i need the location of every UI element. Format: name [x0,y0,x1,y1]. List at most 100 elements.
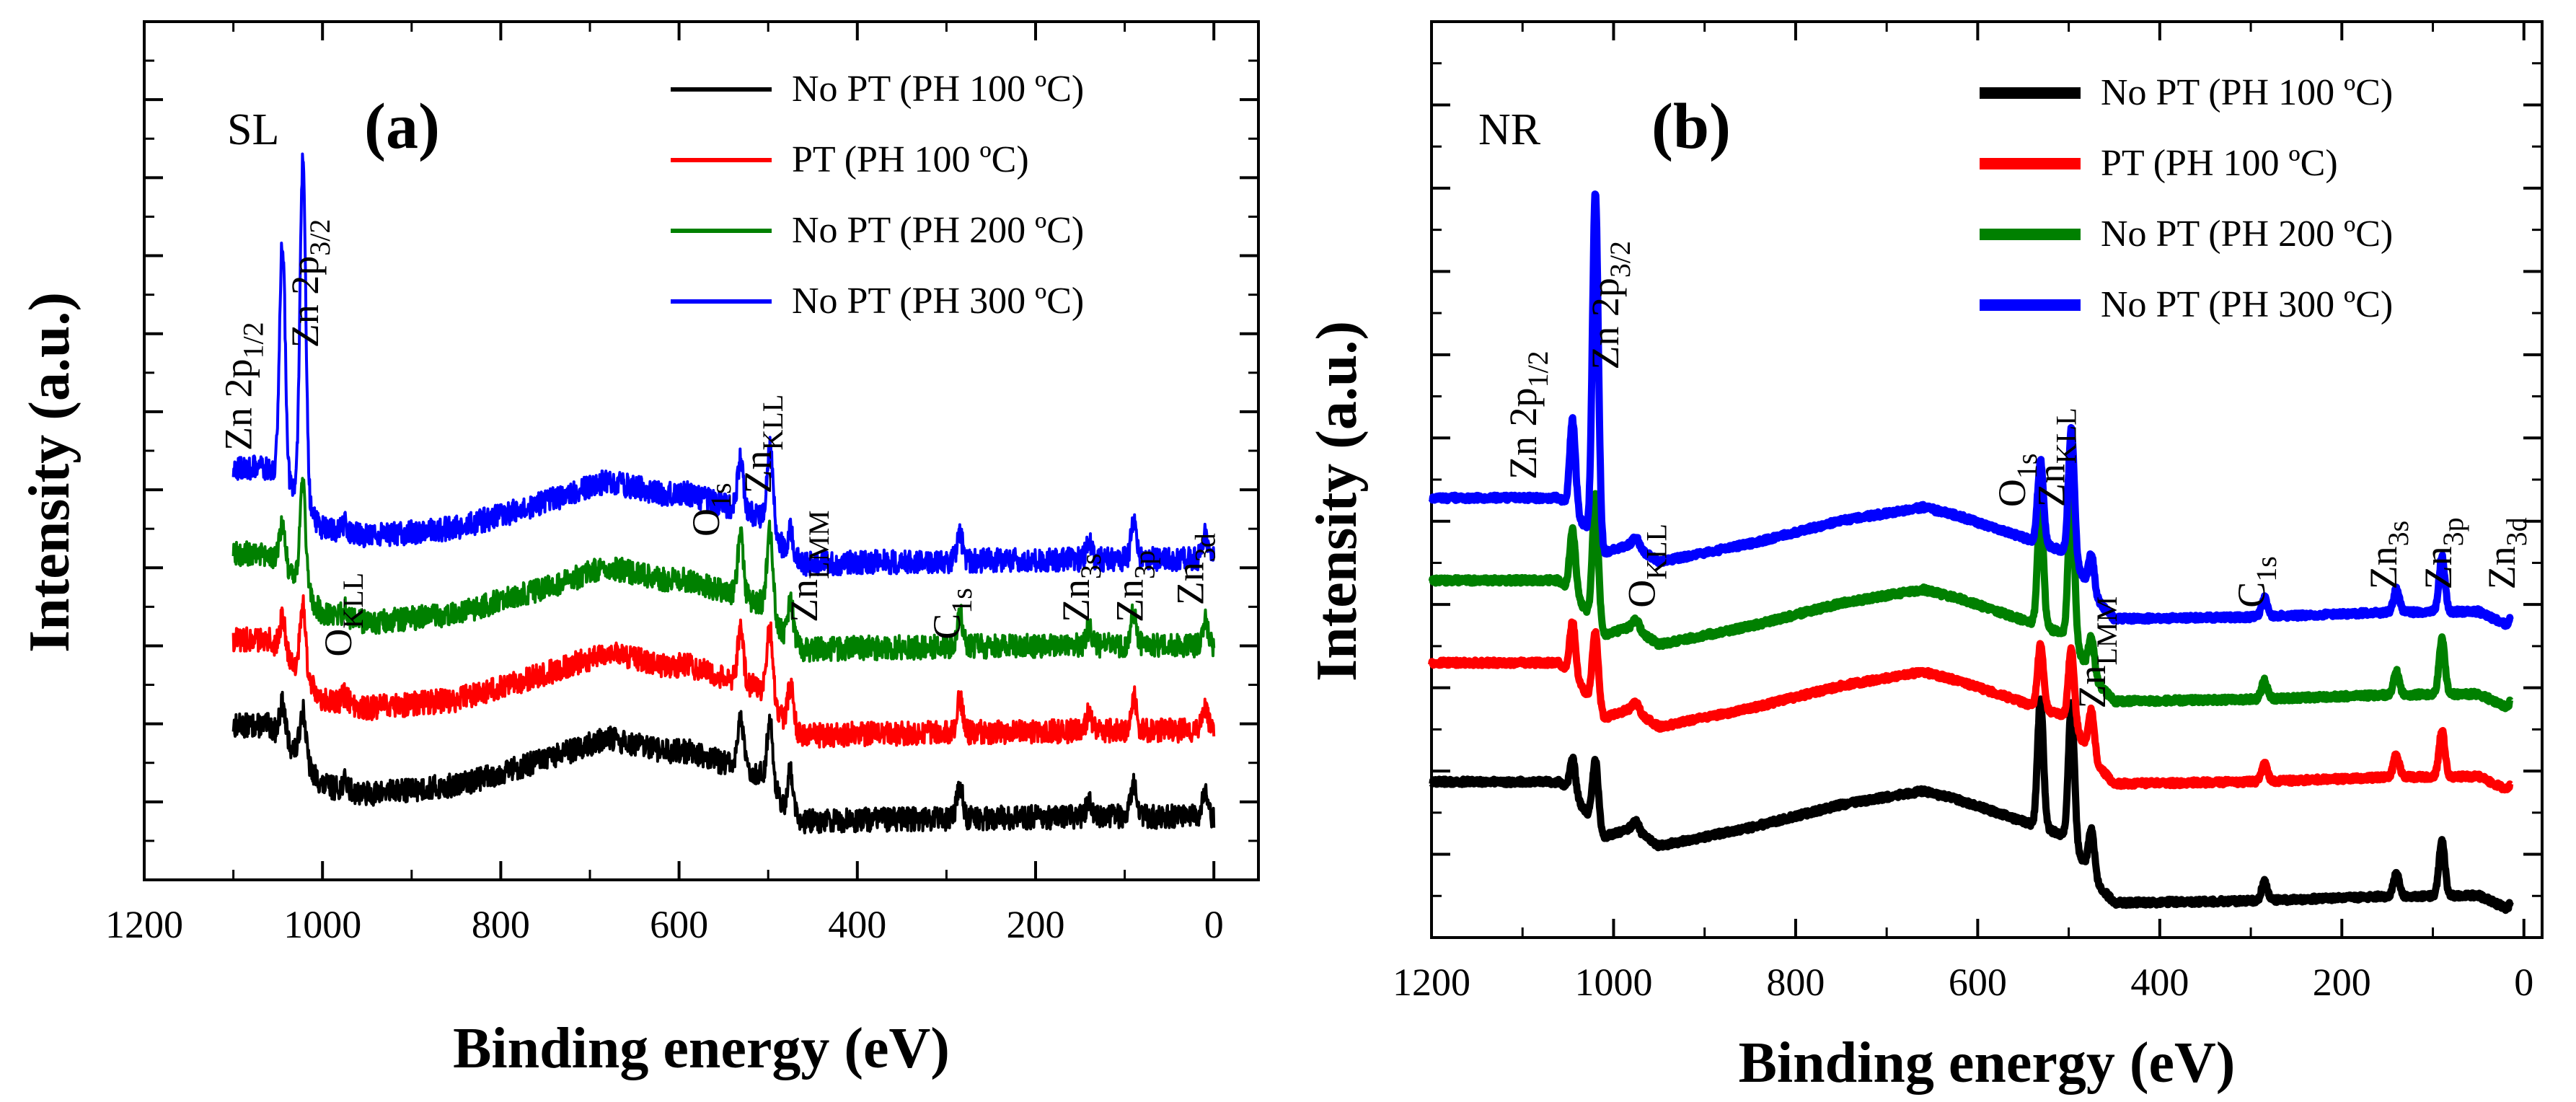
peak-label: Zn 2p3/2 [283,219,336,348]
sample-tag: NR [1478,105,1541,154]
peak-label: C1s [925,588,978,640]
x-tick-label: 0 [2514,961,2533,1004]
peak-label: Zn3d [2480,517,2533,589]
peak-label-base: Zn 2p [216,359,260,451]
peak-label-base: Zn [2417,546,2460,589]
peak-label-base: Zn 2p [1584,278,1627,370]
peak-label: ZnKLL [2029,407,2082,507]
peak-label: ZnLMM [2070,596,2123,709]
series-line [231,594,1216,749]
legend-label: No PT (PH 300 ºC) [2101,284,2393,325]
x-tick-label: 1000 [283,903,361,946]
peak-label-base: O [1620,580,1663,608]
peak-label-sub: 3p [2437,517,2469,546]
x-tick-label: 0 [1204,903,1224,946]
peak-label-sub: 3p [1128,550,1160,579]
peak-label-sub: 1s [705,482,737,508]
peak-label-base: Zn 2p [283,256,327,348]
peak-label-base: Zn [1054,579,1098,622]
peak-label: Zn 2p1/2 [216,322,269,451]
x-tick-label: 200 [1007,903,1065,946]
panel-tag: (a) [364,91,440,162]
series-line [1428,190,2514,630]
peak-label: ZnKLL [736,394,789,494]
peak-label-sub: 3s [1075,553,1107,579]
legend-label: PT (PH 100 ºC) [792,139,1029,180]
series-line [1428,480,2514,713]
peak-label-base: O [684,508,728,537]
legend-label: No PT (PH 100 ºC) [2101,72,2393,113]
x-axis-title: Binding energy (eV) [1739,1031,2236,1095]
panel-a: 1200 1000 800 600 400 200 0 Binding energy (eV)… [18,20,1260,1080]
peak-label-base: C [2230,582,2273,608]
peak-label-base: Zn [1108,579,1151,622]
panel-tag: (b) [1651,91,1731,162]
peak-label-base: Zn [2480,546,2523,589]
x-tick-label: 600 [650,903,708,946]
peak-label-sub: LMM [803,510,835,579]
y-axis-title: Intensity (a.u.) [1305,321,1369,682]
peak-label: OKLL [1620,524,1672,608]
peak-label-sub: 1/2 [1522,351,1554,387]
x-tick-label: 400 [2130,961,2189,1004]
series-line [231,690,1216,834]
peak-label: C1s [2230,556,2282,608]
panel-b: 1200 1000 800 600 400 200 0 Binding energy (eV)… [1305,20,2544,1095]
peak-label-sub: LMM [2091,596,2123,666]
peak-label-base: Zn [2362,546,2405,589]
x-axis-title: Binding energy (eV) [453,1017,950,1080]
x-tick-label: 400 [828,903,886,946]
peak-label-sub: 1s [945,588,978,614]
peak-label: Zn3s [2362,521,2414,590]
peak-label-sub: KLL [2050,407,2082,464]
series-line [231,477,1216,663]
peak-label: ZnLMM [782,510,835,622]
peak-label-sub: 3d [2500,517,2533,546]
peak-label-base: Zn [736,451,780,494]
peak-label-sub: 3/2 [1604,241,1636,278]
x-tick-label: 600 [1949,961,2007,1004]
peak-label-base: Zn [2070,666,2114,709]
peak-label-sub: 3/2 [304,219,336,256]
peak-label: O1s [684,482,737,537]
peak-label-base: C [925,614,969,640]
sample-tag: SL [227,105,279,154]
legend-label: PT (PH 100 ºC) [2101,143,2338,184]
peak-label-sub: KLL [337,573,369,629]
x-tick-label: 1000 [1574,961,1652,1004]
peak-label-base: Zn [782,579,826,622]
x-tick-label: 800 [1766,961,1825,1004]
x-tick-label: 800 [472,903,530,946]
peak-label-sub: 1s [2011,454,2043,480]
peak-label-base: O [1990,479,2034,507]
x-tick-label: 1200 [1393,961,1470,1004]
y-axis-title: Intensity (a.u.) [18,292,81,653]
legend-label: No PT (PH 300 ºC) [792,281,1084,322]
x-tick-label: 200 [2313,961,2371,1004]
peak-label: Zn3s [1054,553,1107,622]
peak-label: Zn3d [1168,533,1221,605]
series-line [231,152,1216,577]
peak-label: Zn3p [2417,517,2469,589]
peak-label-sub: 1/2 [237,322,269,358]
peak-label-sub: 1s [2250,556,2282,582]
legend-label: No PT (PH 100 ºC) [792,69,1084,110]
peak-label-sub: 3d [1188,533,1221,562]
legend-label: No PT (PH 200 ºC) [2101,213,2393,255]
series-line [1428,618,2514,794]
peak-label: OKLL [317,573,369,657]
peak-label-base: Zn [1168,562,1212,605]
peak-label-base: Zn [2029,464,2073,507]
legend-label: No PT (PH 200 ºC) [792,210,1084,251]
series-line [1428,695,2514,914]
peak-label-sub: KLL [757,394,789,451]
x-tick-label: 1200 [105,903,183,946]
peak-label: O1s [1990,454,2043,508]
peak-label-base: Zn 2p [1501,388,1545,480]
peak-label: Zn3p [1108,550,1160,622]
peak-label-base: O [317,629,360,657]
peak-label-sub: KLL [1640,524,1672,580]
peak-label-sub: 3s [2382,521,2414,547]
peak-label: Zn 2p1/2 [1501,351,1554,480]
